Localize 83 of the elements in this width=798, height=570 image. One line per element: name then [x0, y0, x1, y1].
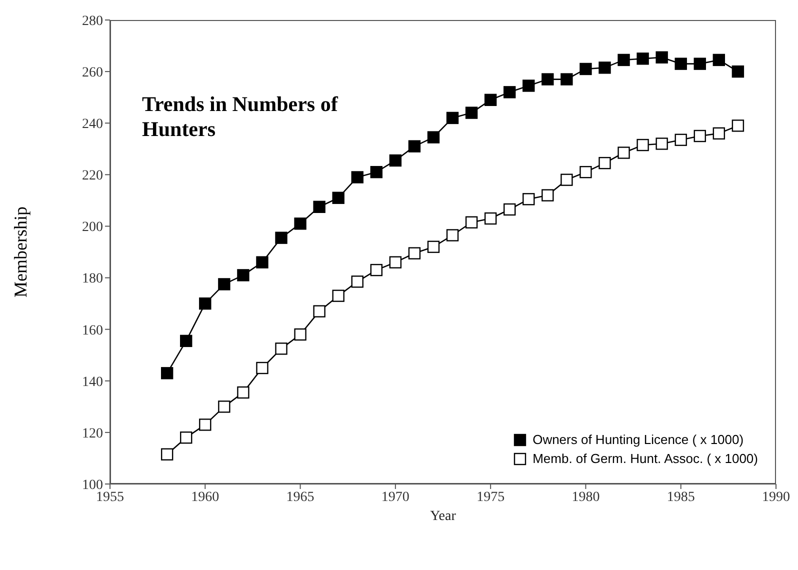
point: [351, 276, 364, 288]
point: [427, 131, 440, 144]
point: [408, 140, 421, 152]
point: [199, 297, 212, 310]
y-tick-label: 240: [82, 117, 103, 132]
y-tick-label: 180: [82, 272, 103, 287]
y-tick-label: 160: [82, 323, 103, 338]
point: [294, 218, 306, 230]
point: [256, 256, 268, 268]
point: [370, 264, 382, 276]
point: [218, 278, 230, 290]
point: [389, 256, 402, 268]
point: [542, 189, 554, 202]
point: [732, 120, 744, 132]
point: [408, 247, 421, 260]
x-tick-label: 1980: [572, 490, 600, 505]
point: [504, 86, 516, 98]
point: [694, 130, 706, 142]
point: [598, 62, 611, 74]
point: [160, 367, 174, 380]
legend-label: Owners of Hunting Licence ( x 1000): [532, 432, 744, 447]
y-tick-label: 120: [82, 426, 103, 442]
point: [674, 58, 687, 70]
point: [580, 62, 592, 76]
x-tick-label: 1960: [191, 490, 220, 505]
point: [656, 51, 668, 64]
point: [313, 200, 326, 213]
point: [256, 362, 268, 374]
point: [522, 80, 535, 92]
point: [522, 193, 535, 206]
point: [712, 54, 726, 66]
point: [199, 418, 212, 431]
legend-label: Memb. of Germ. Hunt. Assoc. ( x 1000): [532, 451, 758, 466]
point: [332, 192, 344, 204]
point: [674, 134, 687, 146]
y-tick-label: 280: [82, 14, 103, 29]
point: [694, 58, 706, 70]
x-tick-label: 1985: [666, 490, 695, 505]
point: [275, 232, 288, 244]
point: [465, 106, 478, 119]
point: [560, 73, 573, 86]
point: [712, 127, 726, 140]
x-tick-label: 1970: [381, 490, 410, 505]
point: [484, 94, 497, 106]
y-tick-label: 200: [82, 220, 103, 236]
point: [294, 328, 306, 341]
point: [446, 229, 459, 242]
y-axis-title: Membership: [10, 206, 30, 298]
point: [560, 174, 573, 186]
x-axis-title: Year: [430, 509, 456, 524]
y-tick-label: 260: [82, 66, 103, 81]
point: [160, 448, 174, 460]
point: [237, 386, 250, 399]
point: [504, 203, 516, 216]
point: [465, 216, 478, 228]
point: [370, 166, 382, 178]
point: [180, 432, 192, 444]
point: [351, 171, 364, 184]
point: [580, 166, 592, 178]
text: Trends in Numbers of Hunters: [142, 92, 339, 142]
point: [332, 290, 344, 302]
x-tick-label: 1990: [762, 490, 790, 505]
point: [618, 146, 630, 159]
point: [732, 65, 744, 78]
point: [446, 112, 459, 124]
point: [427, 240, 440, 253]
y-tick-label: 140: [82, 374, 103, 390]
point: [656, 138, 668, 150]
point: [636, 138, 649, 152]
point: [237, 269, 250, 282]
point: [636, 52, 649, 65]
y-tick-label: 220: [82, 168, 103, 184]
point: [218, 400, 230, 413]
point: [484, 212, 497, 225]
x-tick-label: 1965: [286, 490, 314, 505]
point: [180, 334, 192, 348]
point: [618, 54, 630, 66]
point: [598, 156, 611, 170]
point: [275, 342, 288, 355]
point: [389, 154, 402, 167]
point: [313, 305, 326, 318]
x-tick-label: 1975: [476, 490, 505, 505]
point: [542, 73, 554, 86]
